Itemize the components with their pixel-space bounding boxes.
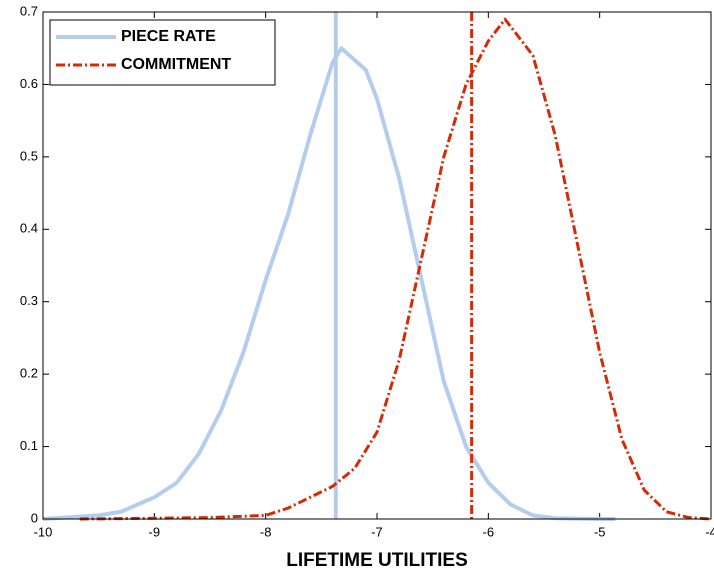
y-tick-label: 0.2 [20, 366, 38, 381]
x-tick-label: -10 [34, 524, 53, 539]
x-tick-label: -8 [260, 524, 272, 539]
x-tick-label: -9 [149, 524, 161, 539]
legend-label: COMMITMENT [121, 56, 231, 73]
legend-box [49, 19, 276, 86]
x-tick-label: -5 [594, 524, 606, 539]
y-tick-label: 0.7 [20, 3, 38, 18]
y-tick-label: 0 [31, 510, 38, 525]
legend-label: PIECE RATE [121, 28, 216, 45]
y-tick-label: 0.4 [20, 221, 38, 236]
y-tick-label: 0.1 [20, 438, 38, 453]
x-tick-label: -4 [705, 524, 714, 539]
line-series [79, 17, 712, 521]
plot-area [43, 12, 711, 519]
plot-frame [42, 11, 712, 520]
x-tick-label: -7 [371, 524, 383, 539]
y-tick-label: 0.3 [20, 293, 38, 308]
line-series [42, 46, 616, 521]
x-axis-label: LIFETIME UTILITIES [286, 550, 468, 571]
y-tick-label: 0.6 [20, 76, 38, 91]
x-tick-label: -6 [483, 524, 495, 539]
y-tick-label: 0.5 [20, 148, 38, 163]
